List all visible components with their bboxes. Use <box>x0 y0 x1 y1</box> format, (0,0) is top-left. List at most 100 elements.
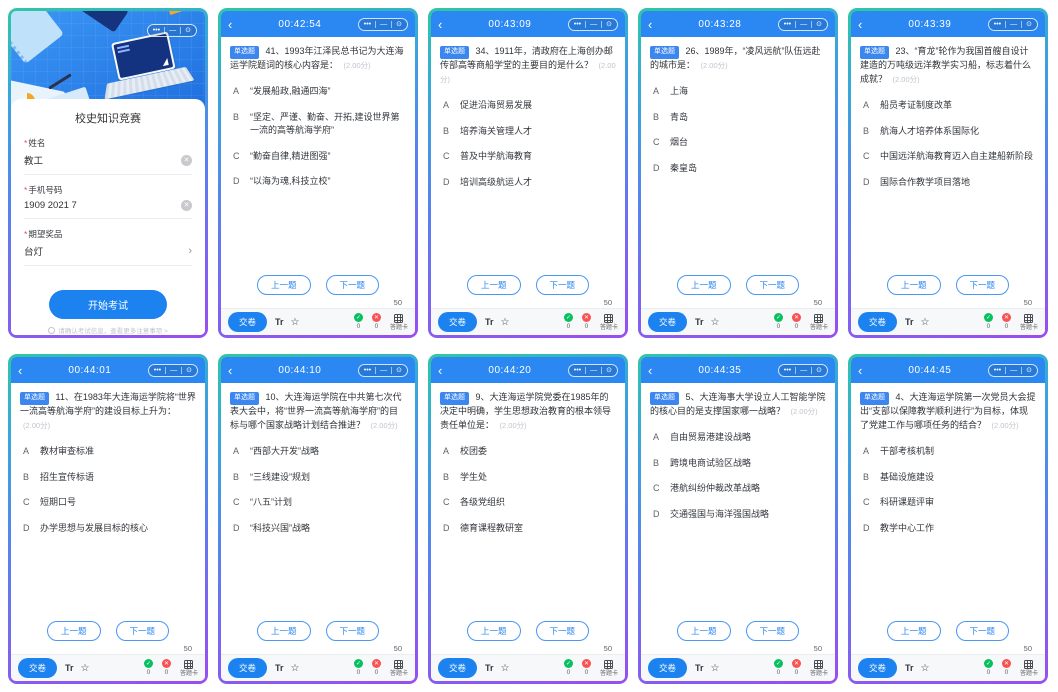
answered-stat[interactable]: ✓ 0 <box>983 659 993 677</box>
star-icon[interactable]: ☆ <box>500 662 510 674</box>
submit-exam-button[interactable]: 交卷 <box>438 312 478 332</box>
back-icon[interactable]: ‹ <box>648 16 653 32</box>
chevron-right-icon[interactable]: › <box>188 244 192 257</box>
prev-question-button[interactable]: 上一题 <box>676 621 731 641</box>
option-d[interactable]: D 德育课程教研室 <box>440 522 616 536</box>
unanswered-stat[interactable]: ✕ 0 <box>371 659 381 677</box>
submit-exam-button[interactable]: 交卷 <box>648 312 688 332</box>
star-icon[interactable]: ☆ <box>920 316 930 328</box>
unanswered-stat[interactable]: ✕ 0 <box>581 659 591 677</box>
clear-icon[interactable]: ✕ <box>181 154 192 166</box>
option-a[interactable]: A 上海 <box>650 85 826 99</box>
answered-stat[interactable]: ✓ 0 <box>353 659 363 677</box>
option-a[interactable]: A 教材审查标准 <box>20 445 196 459</box>
option-d[interactable]: D 培训高级航运人才 <box>440 176 616 190</box>
answer-card-button[interactable]: 答题卡 <box>810 659 828 677</box>
prev-question-button[interactable]: 上一题 <box>466 621 521 641</box>
minimize-icon[interactable]: — <box>590 366 598 374</box>
answer-card-button[interactable]: 答题卡 <box>600 659 618 677</box>
more-icon[interactable]: ••• <box>783 20 792 28</box>
back-icon[interactable]: ‹ <box>858 362 863 378</box>
unanswered-stat[interactable]: ✕ 0 <box>791 313 801 331</box>
back-icon[interactable]: ‹ <box>438 16 443 32</box>
option-c[interactable]: C 港航纠纷仲裁改革战略 <box>650 482 826 496</box>
back-icon[interactable]: ‹ <box>648 362 653 378</box>
answer-card-button[interactable]: 答题卡 <box>180 659 198 677</box>
star-icon[interactable]: ☆ <box>80 662 90 674</box>
submit-exam-button[interactable]: 交卷 <box>438 658 478 678</box>
next-question-button[interactable]: 下一题 <box>535 621 590 641</box>
back-icon[interactable]: ‹ <box>18 362 23 378</box>
more-icon[interactable]: ••• <box>993 366 1002 374</box>
star-icon[interactable]: ☆ <box>710 662 720 674</box>
option-a[interactable]: A 船员考证制度改革 <box>860 99 1036 113</box>
prev-question-button[interactable]: 上一题 <box>466 275 521 295</box>
unanswered-stat[interactable]: ✕ 0 <box>161 659 171 677</box>
back-icon[interactable]: ‹ <box>228 362 233 378</box>
option-a[interactable]: A “发展船政,融通四海” <box>230 85 406 99</box>
option-a[interactable]: A 干部考核机制 <box>860 445 1036 459</box>
submit-exam-button[interactable]: 交卷 <box>858 312 898 332</box>
more-icon[interactable]: ••• <box>783 366 792 374</box>
answer-card-button[interactable]: 答题卡 <box>600 313 618 331</box>
star-icon[interactable]: ☆ <box>290 662 300 674</box>
close-icon[interactable]: ⊙ <box>816 20 822 28</box>
star-icon[interactable]: ☆ <box>500 316 510 328</box>
minimize-icon[interactable]: — <box>1010 20 1018 28</box>
option-b[interactable]: B 招生宣传标语 <box>20 471 196 485</box>
next-question-button[interactable]: 下一题 <box>535 275 590 295</box>
answered-stat[interactable]: ✓ 0 <box>563 659 573 677</box>
close-icon[interactable]: ⊙ <box>1026 20 1032 28</box>
prev-question-button[interactable]: 上一题 <box>256 275 311 295</box>
answer-card-button[interactable]: 答题卡 <box>1020 659 1038 677</box>
prev-question-button[interactable]: 上一题 <box>256 621 311 641</box>
option-c[interactable]: C 普及中学航海教育 <box>440 150 616 164</box>
next-question-button[interactable]: 下一题 <box>955 275 1010 295</box>
submit-exam-button[interactable]: 交卷 <box>18 658 58 678</box>
font-size-icon[interactable]: Tr <box>695 317 704 327</box>
option-b[interactable]: B 学生处 <box>440 471 616 485</box>
submit-exam-button[interactable]: 交卷 <box>228 658 268 678</box>
more-icon[interactable]: ••• <box>153 366 162 374</box>
answered-stat[interactable]: ✓ 0 <box>143 659 153 677</box>
option-b[interactable]: B 航海人才培养体系国际化 <box>860 125 1036 139</box>
unanswered-stat[interactable]: ✕ 0 <box>581 313 591 331</box>
close-icon[interactable]: ⊙ <box>606 20 612 28</box>
option-c[interactable]: C “八五”计划 <box>230 496 406 510</box>
option-c[interactable]: C 中国远洋航海教育迈入自主建船新阶段 <box>860 150 1036 164</box>
back-icon[interactable]: ‹ <box>438 362 443 378</box>
option-b[interactable]: B 培养海关管理人才 <box>440 125 616 139</box>
next-question-button[interactable]: 下一题 <box>955 621 1010 641</box>
option-d[interactable]: D 办学思想与发展目标的核心 <box>20 522 196 536</box>
option-d[interactable]: D 国际合作教学项目落地 <box>860 176 1036 190</box>
font-size-icon[interactable]: Tr <box>275 663 284 673</box>
font-size-icon[interactable]: Tr <box>695 663 704 673</box>
option-b[interactable]: B 青岛 <box>650 111 826 125</box>
phone-input[interactable]: 1909 2021 7 <box>24 200 77 211</box>
next-question-button[interactable]: 下一题 <box>325 621 380 641</box>
option-b[interactable]: B 基础设施建设 <box>860 471 1036 485</box>
start-exam-button[interactable]: 开始考试 <box>49 290 167 319</box>
name-input[interactable]: 教工 <box>24 156 44 167</box>
prev-question-button[interactable]: 上一题 <box>676 275 731 295</box>
option-a[interactable]: A “西部大开发”战略 <box>230 445 406 459</box>
option-a[interactable]: A 自由贸易港建设战略 <box>650 431 826 445</box>
next-question-button[interactable]: 下一题 <box>325 275 380 295</box>
prize-select[interactable]: 台灯 <box>24 247 44 258</box>
font-size-icon[interactable]: Tr <box>485 663 494 673</box>
font-size-icon[interactable]: Tr <box>485 317 494 327</box>
close-icon[interactable]: ⊙ <box>1026 366 1032 374</box>
unanswered-stat[interactable]: ✕ 0 <box>1001 659 1011 677</box>
close-icon[interactable]: ⊙ <box>816 366 822 374</box>
next-question-button[interactable]: 下一题 <box>745 621 800 641</box>
font-size-icon[interactable]: Tr <box>65 663 74 673</box>
option-d[interactable]: D “科技兴国”战略 <box>230 522 406 536</box>
star-icon[interactable]: ☆ <box>710 316 720 328</box>
prev-question-button[interactable]: 上一题 <box>46 621 101 641</box>
back-icon[interactable]: ‹ <box>228 16 233 32</box>
font-size-icon[interactable]: Tr <box>905 663 914 673</box>
clear-icon[interactable]: ✕ <box>181 200 192 211</box>
answer-card-button[interactable]: 答题卡 <box>390 313 408 331</box>
option-a[interactable]: A 校团委 <box>440 445 616 459</box>
option-d[interactable]: D 交通强国与海洋强国战略 <box>650 508 826 522</box>
